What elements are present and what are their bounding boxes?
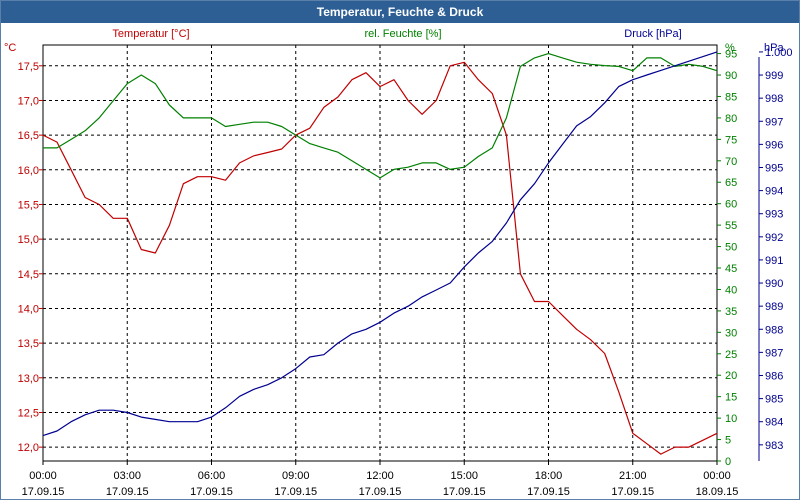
pressure-tick-label: 993 xyxy=(765,209,783,221)
x-tick-label-date: 17.09.15 xyxy=(22,486,65,498)
x-tick-label-time: 03:00 xyxy=(113,470,141,482)
humidity-tick-label: 75 xyxy=(725,134,737,146)
x-tick-label-date: 17.09.15 xyxy=(106,486,149,498)
humidity-tick-label: 70 xyxy=(725,156,737,168)
legend-pressure: Druck [hPa] xyxy=(624,28,681,40)
pressure-tick-label: 996 xyxy=(765,139,783,151)
temperature-tick-label: 13,5 xyxy=(18,338,39,350)
pressure-tick-label: 995 xyxy=(765,162,783,174)
temperature-tick-label: 12,5 xyxy=(18,407,39,419)
temperature-tick-label: 17,5 xyxy=(18,61,39,73)
x-tick-label-time: 18:00 xyxy=(535,470,563,482)
pressure-unit-label: hPa xyxy=(764,42,784,54)
temperature-tick-label: 12,0 xyxy=(18,442,39,454)
pressure-tick-label: 987 xyxy=(765,347,783,359)
x-tick-label-time: 21:00 xyxy=(619,470,647,482)
humidity-tick-label: 45 xyxy=(725,263,737,275)
x-tick-label-time: 12:00 xyxy=(366,470,394,482)
legend-temperature: Temperatur [°C] xyxy=(112,28,189,40)
temperature-tick-label: 15,0 xyxy=(18,234,39,246)
humidity-tick-label: 35 xyxy=(725,306,737,318)
pressure-tick-label: 997 xyxy=(765,116,783,128)
x-tick-label-date: 17.09.15 xyxy=(443,486,486,498)
x-tick-label-date: 17.09.15 xyxy=(611,486,654,498)
temperature-tick-label: 16,5 xyxy=(18,130,39,142)
humidity-series-line xyxy=(43,52,718,179)
humidity-tick-label: 60 xyxy=(725,199,737,211)
grid-lines xyxy=(43,45,717,461)
pressure-tick-label: 998 xyxy=(765,93,783,105)
temperature-unit-label: °C xyxy=(4,42,16,54)
x-tick-label-date: 17.09.15 xyxy=(190,486,233,498)
humidity-tick-label: 15 xyxy=(725,392,737,404)
pressure-series-line xyxy=(42,51,718,437)
humidity-tick-label: 55 xyxy=(725,220,737,232)
humidity-tick-label: 80 xyxy=(725,113,737,125)
axes: 00:00 17.09.15 03:00 17.09.15 06:00 17.09.15 0… xyxy=(18,47,793,498)
humidity-tick-label: 95 xyxy=(725,49,737,61)
window-title: Temperatur, Feuchte & Druck xyxy=(1,1,799,23)
humidity-tick-label: 90 xyxy=(725,70,737,82)
humidity-tick-label: 10 xyxy=(725,413,737,425)
pressure-tick-label: 992 xyxy=(765,232,783,244)
humidity-tick-label: 0 xyxy=(725,456,731,468)
x-tick-label-time: 06:00 xyxy=(198,470,226,482)
humidity-tick-label: 40 xyxy=(725,284,737,296)
pressure-tick-label: 983 xyxy=(765,440,783,452)
temperature-series-line xyxy=(42,61,718,455)
humidity-tick-label: 85 xyxy=(725,91,737,103)
humidity-tick-label: 30 xyxy=(725,327,737,339)
legend-humidity: rel. Feuchte [%] xyxy=(364,28,441,40)
pressure-tick-label: 999 xyxy=(765,70,783,82)
humidity-tick-label: 65 xyxy=(725,177,737,189)
pressure-tick-label: 988 xyxy=(765,324,783,336)
pressure-tick-label: 985 xyxy=(765,394,783,406)
temperature-tick-label: 16,0 xyxy=(18,165,39,177)
humidity-tick-label: 5 xyxy=(725,435,731,447)
temperature-tick-label: 14,0 xyxy=(18,303,39,315)
x-tick-label-time: 15:00 xyxy=(450,470,478,482)
x-tick-label-date: 17.09.15 xyxy=(359,486,402,498)
pressure-tick-label: 991 xyxy=(765,255,783,267)
temperature-tick-label: 15,5 xyxy=(18,199,39,211)
series-layer xyxy=(42,51,718,455)
humidity-tick-label: 20 xyxy=(725,370,737,382)
humidity-tick-label: 25 xyxy=(725,349,737,361)
x-tick-label-time: 00:00 xyxy=(703,470,731,482)
x-tick-label-time: 00:00 xyxy=(29,470,57,482)
pressure-tick-label: 1.000 xyxy=(765,47,793,59)
pressure-tick-label: 990 xyxy=(765,278,783,290)
temperature-tick-label: 17,0 xyxy=(18,95,39,107)
x-tick-label-date: 17.09.15 xyxy=(527,486,570,498)
pressure-tick-label: 989 xyxy=(765,301,783,313)
humidity-unit-label: % xyxy=(725,42,735,54)
pressure-tick-label: 994 xyxy=(765,186,783,198)
pressure-tick-label: 986 xyxy=(765,370,783,382)
pressure-tick-label: 984 xyxy=(765,417,783,429)
x-tick-label-time: 09:00 xyxy=(282,470,310,482)
x-tick-label-date: 17.09.15 xyxy=(274,486,317,498)
humidity-tick-label: 50 xyxy=(725,242,737,254)
x-tick-label-date: 18.09.15 xyxy=(696,486,739,498)
temperature-tick-label: 13,0 xyxy=(18,373,39,385)
temperature-tick-label: 14,5 xyxy=(18,269,39,281)
